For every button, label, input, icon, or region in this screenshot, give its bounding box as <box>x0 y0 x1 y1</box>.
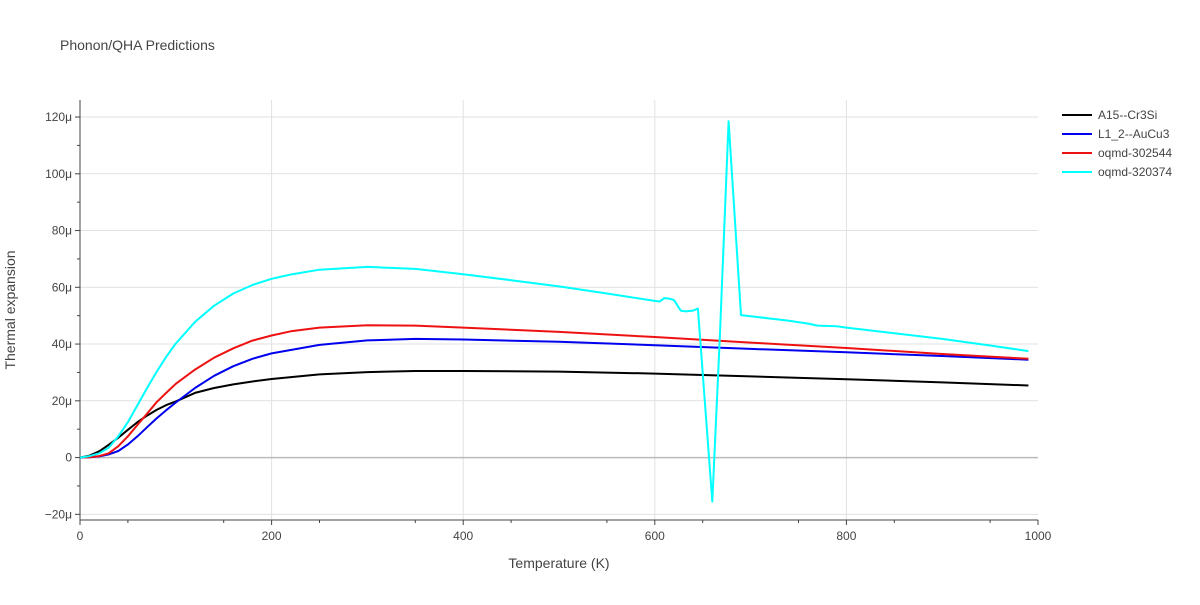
y-tick-label: 40μ <box>52 337 72 351</box>
x-tick-label: 800 <box>836 529 856 543</box>
y-tick-label: 80μ <box>52 224 72 238</box>
legend-label: oqmd-320374 <box>1098 165 1172 179</box>
x-tick-label: 600 <box>645 529 665 543</box>
series-line-oqmd-302544 <box>79 324 1029 459</box>
series-line-l1-2-aucu3 <box>79 337 1029 459</box>
legend[interactable]: A15--Cr3Si L1_2--AuCu3 oqmd-302544 oqmd-320… <box>1062 108 1172 179</box>
legend-item[interactable]: L1_2--AuCu3 <box>1062 127 1170 141</box>
y-tick-label: 20μ <box>52 394 72 408</box>
legend-item[interactable]: A15--Cr3Si <box>1062 108 1157 122</box>
chart-title: Phonon/QHA Predictions <box>60 37 215 53</box>
y-axis-title: Thermal expansion <box>2 250 18 369</box>
legend-label: A15--Cr3Si <box>1098 108 1157 122</box>
legend-label: L1_2--AuCu3 <box>1098 127 1170 141</box>
y-tick-label: 100μ <box>45 167 72 181</box>
series-line-oqmd-320374 <box>79 120 1029 503</box>
legend-item[interactable]: oqmd-302544 <box>1062 146 1172 160</box>
y-tick-label: 0 <box>65 451 72 465</box>
legend-label: oqmd-302544 <box>1098 146 1172 160</box>
x-axis-title: Temperature (K) <box>508 555 609 571</box>
y-tick-label: 60μ <box>52 280 72 294</box>
legend-item[interactable]: oqmd-320374 <box>1062 165 1172 179</box>
y-tick-label: 120μ <box>45 110 72 124</box>
grid <box>80 100 1038 520</box>
x-tick-label: 1000 <box>1025 529 1052 543</box>
x-tick-label: 0 <box>77 529 84 543</box>
plot-area <box>79 120 1029 503</box>
x-tick-label: 200 <box>262 529 282 543</box>
series-line-a15-cr3si <box>79 370 1029 459</box>
y-tick-label: −20μ <box>45 507 72 521</box>
axes: 0 200 400 600 800 1000 −20μ 0 20μ 40μ 60μ 80μ 100μ 12… <box>45 100 1052 543</box>
x-tick-label: 400 <box>453 529 473 543</box>
